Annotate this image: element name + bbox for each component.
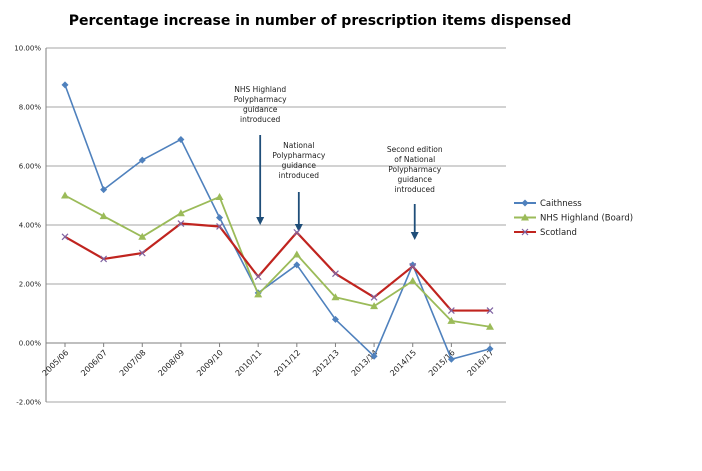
y-tick-label: -2.00% [16, 399, 41, 407]
data-point [254, 290, 263, 298]
annotation-line: guidance [282, 161, 317, 170]
legend: Caithness NHS Highland (Board) Scotland [514, 199, 633, 238]
data-point [521, 228, 529, 236]
y-tick-label: 0.00% [19, 340, 42, 348]
annotation-line: NHS Highland [234, 85, 286, 94]
y-tick-label: 2.00% [19, 281, 42, 289]
annotation-arrow-head [294, 224, 303, 232]
annotation-arrow-head [410, 232, 419, 240]
annotation-line: of National [394, 155, 435, 164]
annotation-line: introduced [279, 171, 320, 180]
y-tick-label: 6.00% [19, 163, 42, 171]
data-point [99, 212, 108, 220]
annotation-line: Polypharmacy [234, 95, 287, 104]
data-point [486, 345, 494, 353]
data-point [293, 228, 301, 236]
x-tick-label: 2006/07 [79, 348, 109, 378]
x-tick-label: 2005/06 [41, 348, 71, 378]
legend-item-scotland: Scotland [514, 228, 577, 238]
legend-item-caithness: Caithness [514, 199, 582, 209]
data-point [447, 355, 455, 363]
annotations: NHS HighlandPolypharmacyguidanceintroduc… [234, 85, 443, 240]
data-point [176, 209, 185, 217]
data-point [138, 156, 146, 164]
series-nhs-highland-board [61, 191, 494, 330]
y-axis: -2.00% 0.00% 2.00% 4.00% 6.00% 8.00% 10.00% [14, 45, 47, 407]
x-tick-label: 2014/15 [388, 348, 418, 378]
legend-label: NHS Highland (Board) [540, 214, 633, 224]
annotation-line: introduced [240, 115, 281, 124]
data-point [216, 214, 224, 222]
x-tick-label: 2008/09 [156, 348, 186, 378]
data-point [409, 262, 417, 270]
series-group [61, 81, 494, 363]
legend-item-nhs-highland-board: NHS Highland (Board) [514, 213, 633, 224]
data-point [447, 316, 456, 324]
annotation-line: National [283, 141, 314, 150]
data-point [254, 273, 262, 281]
y-tick-label: 8.00% [19, 104, 42, 112]
series-scotland [61, 220, 494, 314]
data-point [521, 199, 529, 207]
data-point [447, 307, 455, 314]
data-point [370, 352, 378, 360]
data-point [408, 277, 417, 285]
data-point [293, 261, 301, 269]
data-point [216, 223, 223, 230]
annotation-line: Polypharmacy [388, 165, 441, 174]
data-point [138, 249, 146, 257]
annotation-line: guidance [398, 175, 433, 184]
data-point [177, 220, 185, 227]
data-point [138, 232, 147, 240]
data-point [521, 213, 529, 221]
data-point [177, 135, 185, 143]
legend-label: Caithness [540, 199, 582, 209]
annotation-line: introduced [395, 185, 436, 194]
data-point [215, 192, 224, 200]
series-line [64, 222, 490, 312]
data-point [486, 307, 494, 314]
data-point [61, 233, 69, 241]
annotation-line: Polypharmacy [272, 151, 325, 160]
data-point [331, 293, 340, 301]
chart-title: Percentage increase in number of prescri… [69, 13, 572, 29]
annotation-line: Second edition [387, 145, 443, 154]
x-tick-label: 2012/13 [311, 348, 341, 378]
x-tick-label: 2011/12 [272, 348, 302, 378]
x-axis: 2005/06 2006/07 2007/08 2008/09 2009/10 2010/… [41, 342, 506, 378]
x-tick-label: 2007/08 [118, 348, 148, 378]
x-tick-label: 2015/16 [427, 348, 457, 378]
series-line [64, 84, 491, 361]
data-point [100, 255, 108, 263]
data-point [370, 293, 378, 301]
x-tick-label: 2016/17 [466, 348, 496, 378]
data-point [332, 270, 339, 278]
data-point [292, 250, 301, 258]
data-point [100, 186, 108, 194]
y-tick-label: 4.00% [19, 222, 42, 230]
y-tick-label: 10.00% [14, 45, 41, 53]
data-point [61, 191, 69, 199]
x-tick-label: 2010/11 [234, 348, 264, 378]
annotation-line: guidance [243, 105, 278, 114]
data-point [370, 302, 379, 310]
annotation-nhs-highland: NHS HighlandPolypharmacyguidanceintroduc… [234, 85, 287, 225]
data-point [486, 322, 494, 330]
annotation-arrow-head [256, 217, 265, 225]
data-point [61, 81, 69, 89]
legend-label: Scotland [540, 228, 577, 238]
x-tick-label: 2009/10 [195, 348, 225, 378]
series-line [64, 194, 491, 328]
data-point [331, 315, 339, 323]
